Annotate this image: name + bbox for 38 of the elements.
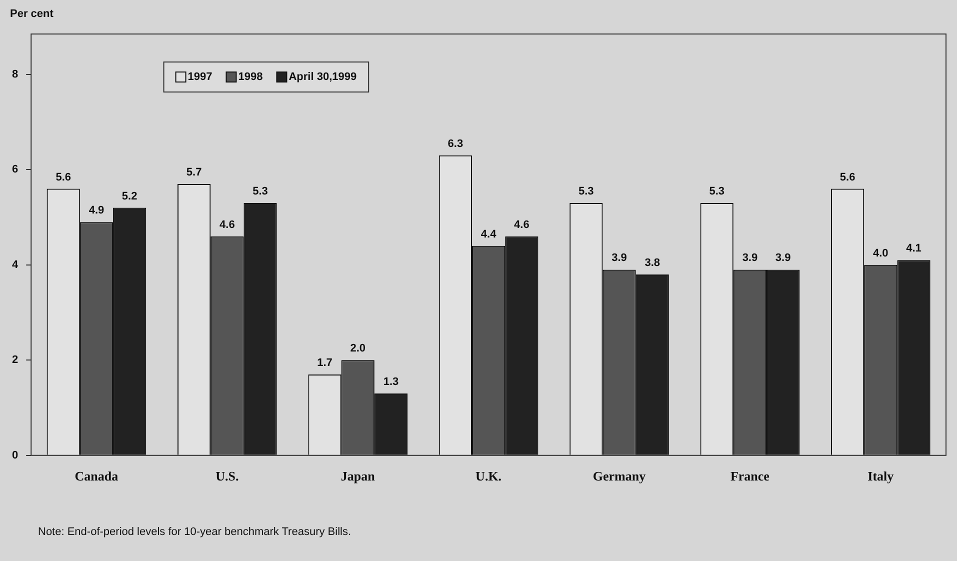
data-label: 5.3 [709,186,724,198]
data-label: 4.1 [906,242,922,255]
data-label: 3.9 [612,252,627,264]
legend-label: April 30,1999 [288,71,357,84]
data-label: 3.9 [742,252,758,264]
y-tick-label: 6 [12,164,18,176]
x-tick-label: Italy [868,468,894,484]
data-label: 5.3 [252,186,268,198]
data-label: 4.6 [220,218,235,231]
y-axis-title: Per cent [10,8,54,20]
data-label: 2.0 [350,342,366,355]
data-label: 5.6 [840,171,856,184]
data-label: 3.9 [775,252,791,264]
legend-label: 1998 [238,71,263,84]
x-tick-label: Japan [340,468,376,484]
y-tick-label: 4 [12,258,19,271]
data-label: 4.0 [873,247,888,260]
data-label: 4.6 [514,218,530,231]
data-label: 5.3 [578,186,594,198]
y-tick-label: 2 [12,354,18,366]
y-tick-label: 8 [12,68,18,81]
data-label: 6.3 [448,138,464,150]
x-tick-label: Germany [592,468,646,484]
data-label: 5.7 [186,166,202,179]
data-label: 3.8 [644,256,660,269]
legend-label: 1997 [188,71,212,84]
x-tick-label: U.K. [476,468,502,484]
x-tick-label: U.S. [216,468,239,484]
data-label: 5.6 [56,171,72,184]
data-label: 5.2 [122,190,138,202]
data-label: 4.9 [88,204,104,217]
y-tick-label: 0 [12,449,18,462]
data-label: 1.3 [383,376,399,388]
x-tick-label: France [730,468,770,484]
data-label: 4.4 [480,228,498,240]
text: Note: End-of-period levels for 10-year benchmark Treasury Bills. [38,526,352,538]
x-tick-label: Canada [74,468,119,484]
data-label: 1.7 [317,356,332,369]
